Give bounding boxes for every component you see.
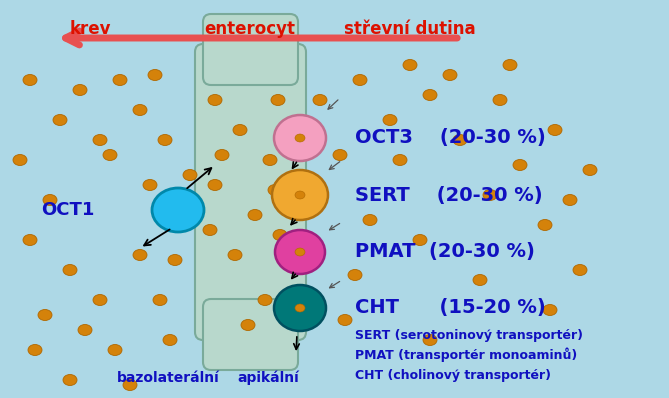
Ellipse shape: [548, 125, 562, 135]
Ellipse shape: [153, 295, 167, 306]
Ellipse shape: [258, 295, 272, 306]
Ellipse shape: [123, 380, 137, 390]
Ellipse shape: [363, 215, 377, 226]
Ellipse shape: [353, 74, 367, 86]
Ellipse shape: [108, 345, 122, 355]
Ellipse shape: [23, 74, 37, 86]
Ellipse shape: [13, 154, 27, 166]
Ellipse shape: [152, 188, 204, 232]
Ellipse shape: [538, 220, 552, 230]
Ellipse shape: [393, 154, 407, 166]
Ellipse shape: [348, 269, 362, 281]
Text: enterocyt: enterocyt: [205, 20, 296, 38]
Ellipse shape: [208, 94, 222, 105]
Ellipse shape: [53, 115, 67, 125]
Ellipse shape: [63, 375, 77, 386]
Ellipse shape: [43, 195, 57, 205]
Ellipse shape: [208, 179, 222, 191]
Ellipse shape: [268, 185, 282, 195]
Ellipse shape: [168, 254, 182, 265]
Ellipse shape: [38, 310, 52, 320]
Ellipse shape: [183, 170, 197, 181]
Ellipse shape: [158, 135, 172, 146]
Ellipse shape: [133, 250, 147, 261]
Ellipse shape: [483, 189, 497, 201]
Text: PMAT  (20-30 %): PMAT (20-30 %): [355, 242, 535, 261]
Ellipse shape: [274, 115, 326, 161]
Ellipse shape: [403, 59, 417, 70]
Ellipse shape: [143, 179, 157, 191]
Text: krev: krev: [70, 20, 111, 38]
Ellipse shape: [443, 70, 457, 80]
Ellipse shape: [338, 314, 352, 326]
Text: PMAT (transportér monoaminů): PMAT (transportér monoaminů): [355, 348, 577, 362]
FancyBboxPatch shape: [203, 14, 298, 85]
Ellipse shape: [275, 230, 325, 274]
Ellipse shape: [273, 230, 287, 240]
FancyBboxPatch shape: [195, 44, 306, 340]
Ellipse shape: [543, 304, 557, 316]
Ellipse shape: [203, 224, 217, 236]
Ellipse shape: [383, 115, 397, 125]
Ellipse shape: [148, 70, 162, 80]
Text: CHT      (15-20 %): CHT (15-20 %): [355, 298, 546, 318]
Ellipse shape: [295, 248, 305, 256]
Ellipse shape: [583, 164, 597, 176]
Ellipse shape: [453, 135, 467, 146]
Ellipse shape: [423, 90, 437, 101]
Ellipse shape: [228, 250, 242, 261]
Ellipse shape: [295, 134, 305, 142]
Ellipse shape: [233, 125, 247, 135]
Ellipse shape: [73, 84, 87, 96]
Ellipse shape: [272, 170, 328, 220]
Ellipse shape: [78, 324, 92, 336]
Ellipse shape: [63, 265, 77, 275]
Ellipse shape: [313, 94, 327, 105]
Ellipse shape: [113, 74, 127, 86]
Ellipse shape: [173, 195, 187, 205]
Ellipse shape: [333, 150, 347, 160]
Text: střevní dutina: střevní dutina: [344, 20, 476, 38]
Ellipse shape: [295, 304, 305, 312]
Ellipse shape: [23, 234, 37, 246]
Ellipse shape: [573, 265, 587, 275]
Ellipse shape: [473, 275, 487, 285]
Ellipse shape: [103, 150, 117, 160]
Ellipse shape: [493, 94, 507, 105]
Ellipse shape: [274, 285, 326, 331]
Ellipse shape: [133, 105, 147, 115]
Ellipse shape: [513, 160, 527, 170]
Text: SERT (serotoninový transportér): SERT (serotoninový transportér): [355, 328, 583, 341]
Text: CHT (cholinový transportér): CHT (cholinový transportér): [355, 369, 551, 382]
Ellipse shape: [295, 191, 305, 199]
Ellipse shape: [263, 154, 277, 166]
Ellipse shape: [93, 135, 107, 146]
Ellipse shape: [215, 150, 229, 160]
FancyBboxPatch shape: [203, 299, 298, 370]
Ellipse shape: [28, 345, 42, 355]
Ellipse shape: [423, 334, 437, 345]
Ellipse shape: [93, 295, 107, 306]
Ellipse shape: [241, 320, 255, 330]
Ellipse shape: [163, 215, 177, 226]
Text: bazolaterální: bazolaterální: [116, 371, 219, 385]
Text: OCT3    (20-30 %): OCT3 (20-30 %): [355, 129, 546, 148]
Ellipse shape: [503, 59, 517, 70]
Text: OCT1: OCT1: [41, 201, 95, 219]
Text: apikální: apikální: [237, 371, 299, 385]
Ellipse shape: [163, 334, 177, 345]
Ellipse shape: [413, 234, 427, 246]
Ellipse shape: [248, 209, 262, 220]
Ellipse shape: [563, 195, 577, 205]
Text: SERT    (20-30 %): SERT (20-30 %): [355, 185, 543, 205]
Ellipse shape: [271, 94, 285, 105]
